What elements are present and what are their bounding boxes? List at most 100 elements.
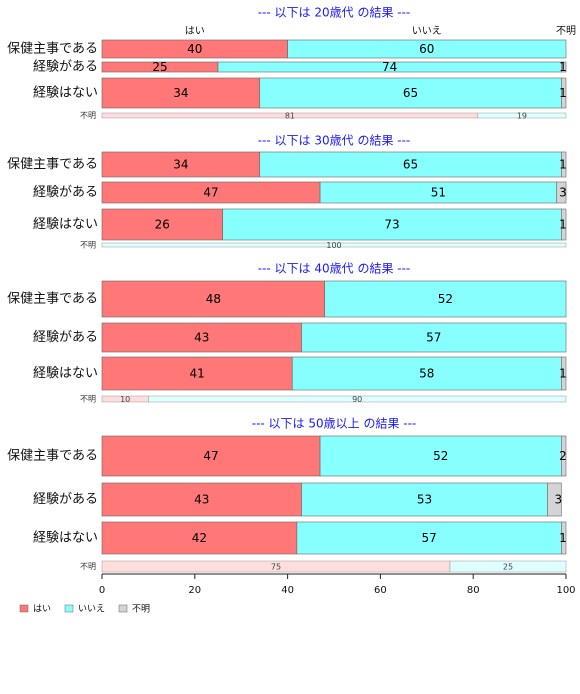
bar-segment-no [296,521,562,555]
legend-label-no: いいえ [78,604,105,615]
bar-segment-yes [101,435,321,477]
data-label: 47 [203,186,218,200]
data-label: 65 [403,158,418,172]
unknown-data-label: 10 [120,395,130,404]
data-label: 52 [438,292,453,306]
x-tick-label: 60 [374,585,387,596]
data-label: 60 [419,42,434,56]
row-label: 保健主事である [7,292,98,307]
legend-label-yes: はい [33,604,51,615]
x-tick-label: 40 [281,585,294,596]
data-label: 42 [192,531,207,545]
row-label: 経験はない [33,217,98,232]
bar-segment-no [287,39,567,59]
unknown-data-label: 81 [285,112,295,121]
bar-segment-yes [101,151,261,178]
data-label: 1 [559,218,567,232]
panel-title: --- 以下は 30歳代 の結果 --- [258,134,411,148]
bar-segment-unknown [556,181,567,204]
bar-segment-unknown [561,77,567,109]
bar-segment-yes [101,208,223,241]
row-label: 経験がある [33,330,98,345]
data-label: 40 [187,42,202,56]
data-label: 25 [152,60,167,74]
row-label: 保健主事である [7,449,98,464]
bar-segment-unknown [561,521,567,555]
data-label: 1 [559,158,567,172]
unknown-data-label: 90 [352,395,362,404]
row-label: 経験がある [33,185,98,200]
data-label: 65 [403,86,418,100]
bar-segment-yes [101,521,298,555]
row-label: 経験がある [33,492,98,507]
legend-label-unknown: 不明 [132,604,150,615]
panel-title: --- 以下は 20歳代 の結果 --- [258,6,411,20]
row-label: 経験はない [33,86,98,101]
row-label: 保健主事である [7,157,98,172]
unknown-segment-no [449,560,567,573]
data-label: 47 [203,449,218,463]
panel-title: --- 以下は 40歳代 の結果 --- [258,262,411,276]
data-label: 34 [173,158,188,172]
row-label: 経験はない [33,531,98,546]
data-label: 26 [155,218,170,232]
data-label: 43 [194,493,209,507]
unknown-row-label: 不明 [80,562,96,571]
row-label: 保健主事である [7,42,98,57]
bar-segment-unknown [561,151,567,178]
data-label: 1 [559,531,567,545]
bar-segment-unknown [561,61,567,73]
unknown-data-label: 25 [503,563,513,572]
data-label: 74 [382,60,397,74]
x-tick-label: 0 [99,585,105,596]
unknown-segment-no [477,112,567,119]
bar-segment-yes [101,482,302,517]
legend-swatch-yes [19,604,29,613]
data-label: 1 [559,60,567,74]
data-label: 3 [559,186,567,200]
unknown-row-label: 不明 [80,241,96,250]
bar-segment-yes [101,280,326,318]
unknown-row-label: 不明 [80,395,96,404]
unknown-segment-no [148,395,567,403]
data-label: 48 [206,292,221,306]
data-label: 2 [559,449,567,463]
x-tick-label: 20 [188,585,201,596]
data-label: 53 [417,493,432,507]
unknown-data-label: 100 [326,241,341,250]
unknown-data-label: 19 [517,112,527,121]
row-label: 経験がある [33,60,98,75]
data-label: 51 [431,186,446,200]
bar-segment-unknown [561,208,567,241]
bar-segment-yes [101,322,302,353]
data-label: 57 [426,331,441,345]
bar-segment-unknown [561,435,567,477]
data-label: 57 [421,531,436,545]
legend-swatch-unknown [118,604,128,613]
bar-segment-unknown [547,482,562,517]
bar-segment-no [301,322,567,353]
unknown-row-label: 不明 [80,111,96,120]
unknown-data-label: 75 [271,563,281,572]
bar-segment-yes [101,356,293,391]
data-label: 34 [173,86,188,100]
column-header-no: いいえ [412,25,442,37]
column-header-unknown: 不明 [556,25,576,37]
x-tick-label: 80 [467,585,480,596]
legend-swatch-no [64,604,74,613]
data-label: 1 [559,86,567,100]
data-label: 52 [433,449,448,463]
bar-segment-no [259,77,562,109]
bar-segment-no [324,280,567,318]
column-header-yes: はい [185,25,205,37]
bar-segment-no [259,151,562,178]
data-label: 58 [419,367,434,381]
bar-segment-no [291,356,562,391]
data-label: 1 [559,367,567,381]
bar-segment-no [301,482,548,517]
bar-segment-yes [101,77,261,109]
data-label: 41 [189,367,204,381]
data-label: 3 [555,493,563,507]
bar-segment-no [319,435,562,477]
